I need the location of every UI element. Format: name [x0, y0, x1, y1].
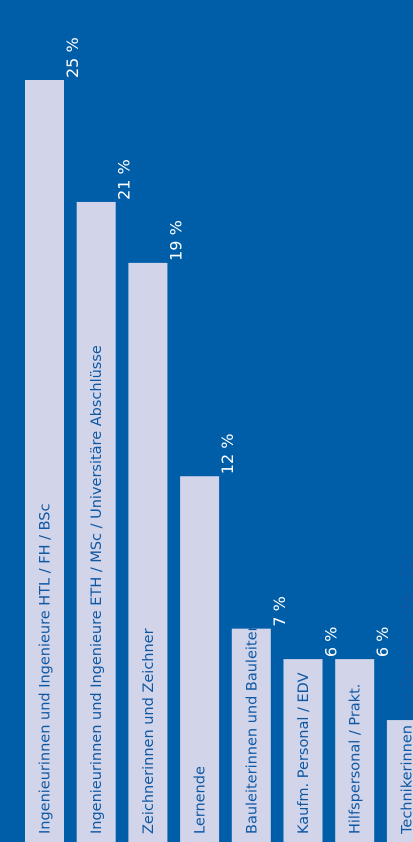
value-label: 6 %: [322, 627, 341, 657]
bar: [283, 659, 323, 842]
category-label: Lernende: [193, 766, 209, 834]
category-label: Ingenieurinnen und Ingenieure ETH / MSc …: [89, 345, 105, 834]
value-label: 12 %: [218, 434, 237, 475]
bar: [386, 720, 413, 842]
bar: [231, 628, 271, 842]
value-label: 19 %: [166, 220, 185, 261]
category-label: Kaufm. Personal / EDV: [296, 672, 312, 834]
bar: [76, 201, 116, 842]
bars-group: Ingenieurinnen und Ingenieure HTL / FH /…: [25, 37, 413, 842]
bar: [335, 659, 375, 842]
bar: [180, 476, 220, 842]
category-label: Hilfspersonal / Prakt.: [348, 684, 364, 834]
value-label: 21 %: [115, 159, 134, 200]
bar: [128, 262, 168, 842]
bar: [25, 80, 64, 842]
value-label: 7 %: [270, 596, 289, 626]
category-label: Technikerinnen und Techniker (FA / TS): [399, 555, 413, 835]
value-label: 25 %: [63, 37, 82, 78]
category-label: Zeichnerinnen und Zeichner: [141, 628, 157, 834]
category-label: Ingenieurinnen und Ingenieure HTL / FH /…: [38, 504, 54, 834]
category-label: Bauleiterinnen und Bauleiter: [244, 626, 260, 834]
value-label: 6 %: [373, 627, 392, 657]
